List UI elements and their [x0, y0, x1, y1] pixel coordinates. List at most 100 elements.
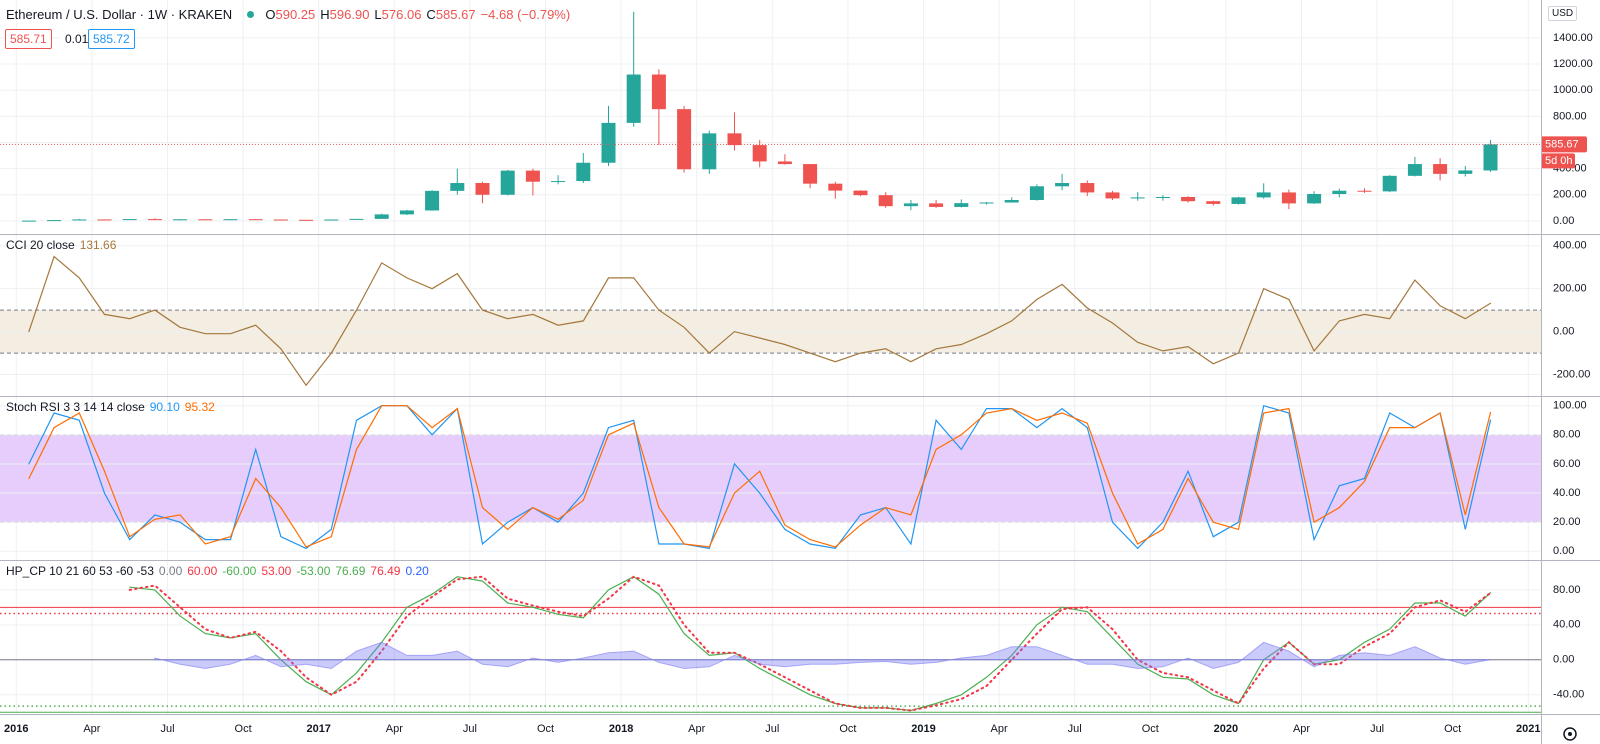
last-price-label: 585.67: [1545, 138, 1579, 150]
level-value: -53.00: [296, 564, 331, 578]
candle-body: [1004, 200, 1019, 203]
symbol-title[interactable]: Ethereum / U.S. Dollar · 1W · KRAKEN: [6, 7, 233, 22]
candle-body: [803, 164, 818, 184]
y-tick-label: 0.00: [1553, 545, 1574, 557]
candle-body: [1130, 197, 1145, 199]
price-change: −4.68 (−0.79%): [480, 7, 571, 22]
candle-body: [425, 190, 440, 211]
candle-body: [1382, 175, 1397, 192]
ohlc-value: 585.67: [435, 7, 476, 22]
candle-body: [374, 214, 389, 219]
cycle-area: [154, 641, 1491, 670]
candle-body: [198, 219, 213, 221]
status-dot: [246, 11, 254, 18]
hp-value: 76.69: [335, 564, 366, 578]
last-price-box: [1541, 136, 1587, 153]
candle-body: [1332, 190, 1347, 194]
y-tick-label: 80.00: [1553, 429, 1581, 441]
candle-body: [601, 122, 616, 163]
y-tick-label: 200.00: [1553, 189, 1587, 201]
y-tick-label: 80.00: [1553, 584, 1581, 596]
pane: [0, 575, 1541, 713]
candle-body: [954, 203, 969, 207]
indicator-line: [28, 404, 1492, 550]
candle-body: [1483, 144, 1498, 171]
candle-body: [1458, 170, 1473, 174]
cci-title: CCI 20 close: [6, 238, 75, 252]
y-tick-label: 1000.00: [1553, 84, 1593, 96]
currency-button[interactable]: USD: [1548, 6, 1578, 21]
candle-body: [1155, 197, 1170, 199]
settings-icon[interactable]: [1560, 724, 1580, 744]
time-tick-label: Apr: [386, 723, 403, 735]
candle-body: [21, 220, 36, 222]
hp-legend: HP_CP 10 21 60 53 -60 -53 0.00 60.00 -60.00…: [6, 564, 439, 578]
candle-body: [223, 219, 238, 221]
countdown-label: 5d 0h: [1545, 155, 1573, 167]
time-tick-label: 2018: [609, 723, 633, 735]
time-tick-label: Apr: [83, 723, 100, 735]
candle-body: [500, 170, 515, 195]
time-tick-label: 2021: [1516, 723, 1540, 735]
candle-body: [1307, 193, 1322, 204]
indicator-line: [28, 255, 1492, 387]
stoch-value: 95.32: [184, 400, 215, 414]
level-value: 60.00: [187, 564, 218, 578]
candle-body: [72, 219, 87, 221]
candle-body: [828, 183, 843, 191]
y-tick-label: 60.00: [1553, 458, 1581, 470]
candle-body: [1181, 197, 1196, 202]
candle-body: [1105, 192, 1120, 199]
price-legend: Ethereum / U.S. Dollar · 1W · KRAKEN O59…: [6, 7, 580, 22]
candle-body: [349, 218, 364, 220]
candle-body: [626, 74, 641, 123]
y-tick-label: 200.00: [1553, 283, 1587, 295]
candle-body: [1256, 192, 1271, 198]
y-tick-label: 40.00: [1553, 619, 1581, 631]
candle-body: [929, 203, 944, 207]
candle-body: [122, 219, 137, 221]
candle-body: [248, 219, 263, 221]
candle-body: [1080, 183, 1095, 193]
time-tick-label: 2020: [1214, 723, 1238, 735]
candle-body: [525, 170, 540, 182]
pane: [0, 11, 1541, 222]
indicator-line: [28, 405, 1492, 548]
pane: [0, 245, 1541, 387]
candle-body: [173, 219, 188, 221]
countdown-box: [1541, 153, 1575, 169]
time-tick-label: Oct: [235, 723, 252, 735]
level-value: 0.00: [158, 564, 183, 578]
time-tick-label: Apr: [991, 723, 1008, 735]
ohlc-key: L: [374, 7, 382, 22]
y-tick-label: 0.00: [1553, 654, 1574, 666]
time-tick-label: Apr: [688, 723, 705, 735]
candle-body: [475, 183, 490, 195]
ask-box[interactable]: 585.72: [88, 29, 135, 49]
candle-body: [979, 202, 994, 204]
y-tick-label: 400.00: [1553, 240, 1587, 252]
candle-body: [299, 219, 314, 221]
indicator-line: [128, 575, 1492, 712]
hp-value: 76.49: [370, 564, 401, 578]
bid-box[interactable]: 585.71: [5, 29, 52, 49]
ohlc-value: 576.06: [381, 7, 422, 22]
y-tick-label: 1400.00: [1553, 32, 1593, 44]
stoch-value: 90.10: [149, 400, 180, 414]
candle-body: [1055, 183, 1070, 187]
y-tick-label: 800.00: [1553, 110, 1587, 122]
time-tick-label: Oct: [839, 723, 856, 735]
time-tick-label: 2019: [911, 723, 935, 735]
time-tick-label: Oct: [537, 723, 554, 735]
candle-body: [878, 195, 893, 207]
candle-body: [1029, 186, 1044, 201]
candle-body: [727, 133, 742, 146]
candle-body: [651, 74, 666, 110]
candle-body: [576, 162, 591, 182]
y-tick-label: -40.00: [1553, 689, 1584, 701]
candle-body: [853, 190, 868, 196]
candle-body: [1231, 197, 1246, 204]
candle-body: [97, 219, 112, 221]
ohlc-values: O590.25 H596.90 L576.06 C585.67 −4.68 (−0.79…: [265, 7, 575, 22]
